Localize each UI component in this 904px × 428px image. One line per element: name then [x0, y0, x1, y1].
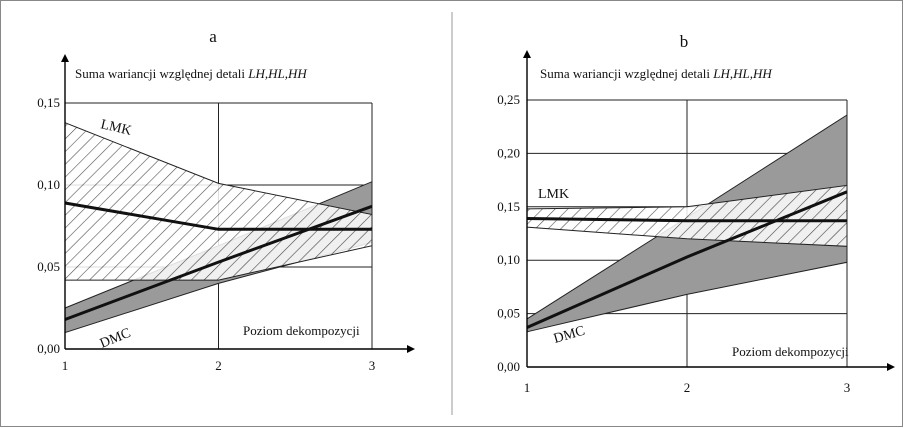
panel-a-tick-labels: 0,00 0,05 0,10 0,15 1 2 3 — [37, 95, 375, 373]
x-tick-label: 3 — [369, 358, 376, 373]
chart-panel-b: b Suma wariancji względnej detali LH,HL,… — [497, 32, 895, 395]
mean-line-dmc — [526, 190, 848, 329]
panel-a-axes — [61, 54, 415, 353]
y-tick-label: 0,05 — [497, 306, 520, 321]
mean-line-lmk — [526, 217, 847, 223]
chart-panel-a: a Suma wariancji względnej detali LH,HL,… — [37, 27, 415, 373]
x-tick-label: 2 — [684, 380, 691, 395]
y-tick-label: 0,00 — [37, 341, 60, 356]
panel-b-letter: b — [680, 32, 689, 51]
panel-a-letter: a — [209, 27, 217, 46]
x-tick-label: 2 — [215, 358, 222, 373]
panel-b-axes — [523, 50, 895, 371]
y-axis-arrow — [61, 54, 69, 62]
y-tick-label: 0,00 — [497, 359, 520, 374]
panel-a-xlabel: Poziom dekompozycji — [243, 323, 360, 338]
x-tick-label: 3 — [844, 380, 851, 395]
panel-a-ylabel: Suma wariancji względnej detali LH,HL,HH — [75, 66, 307, 81]
y-tick-label: 0,15 — [37, 95, 60, 110]
y-axis-arrow — [523, 50, 531, 58]
panel-b-label-lmk: LMK — [538, 187, 569, 202]
panel-b-xlabel: Poziom dekompozycji — [732, 344, 849, 359]
y-tick-label: 0,05 — [37, 259, 60, 274]
y-tick-label: 0,10 — [497, 252, 520, 267]
panel-b-bands — [526, 114, 848, 333]
y-tick-label: 0,10 — [37, 177, 60, 192]
x-tick-label: 1 — [524, 380, 531, 395]
panel-b-mean-lines — [526, 190, 848, 329]
mean-line-dmc — [64, 204, 373, 321]
y-tick-label: 0,25 — [497, 92, 520, 107]
x-tick-label: 1 — [62, 358, 69, 373]
x-axis-arrow — [887, 363, 895, 371]
panel-b-tick-labels: 0,00 0,05 0,10 0,15 0,20 0,25 1 2 3 — [497, 92, 850, 395]
panel-b-ylabel: Suma wariancji względnej detali LH,HL,HH — [540, 66, 772, 81]
y-tick-label: 0,20 — [497, 145, 520, 160]
mean-line-lmk — [64, 201, 372, 231]
y-tick-label: 0,15 — [497, 199, 520, 214]
panel-a-label-lmk: LMK — [99, 117, 133, 139]
x-axis-arrow — [407, 345, 415, 353]
panel-a-mean-lines — [64, 201, 373, 321]
